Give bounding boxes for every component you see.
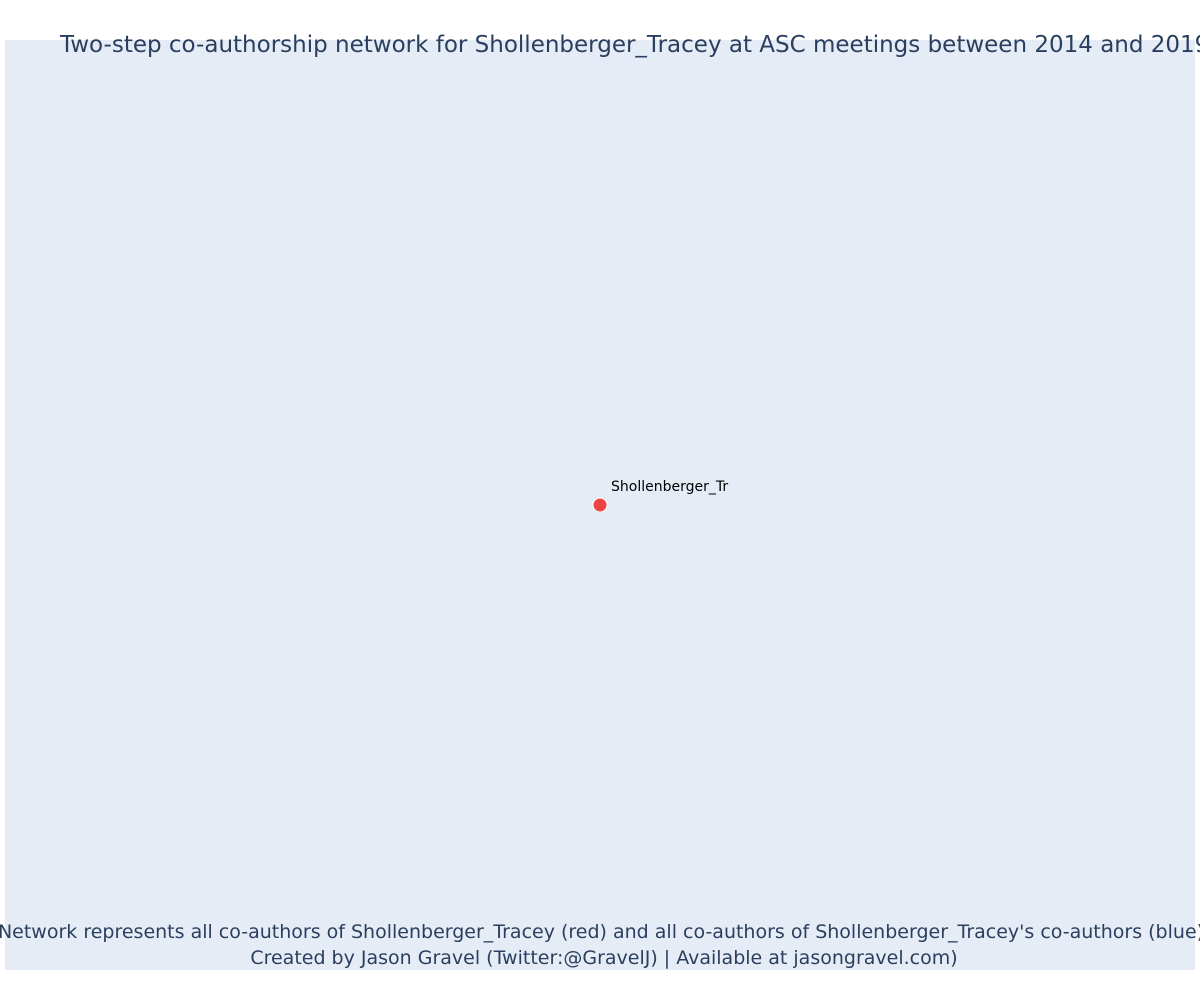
nodes-layer: Shollenberger_Tr	[592, 479, 728, 513]
node-label: Shollenberger_Tr	[611, 479, 728, 495]
chart-caption-line-2: Created by Jason Gravel (Twitter:@Gravel…	[250, 947, 957, 969]
chart-caption-line-1: Network represents all co-authors of Sho…	[0, 921, 1200, 943]
focal-author-node[interactable]	[592, 497, 608, 513]
chart-title: Two-step co-authorship network for Sholl…	[59, 32, 1200, 58]
